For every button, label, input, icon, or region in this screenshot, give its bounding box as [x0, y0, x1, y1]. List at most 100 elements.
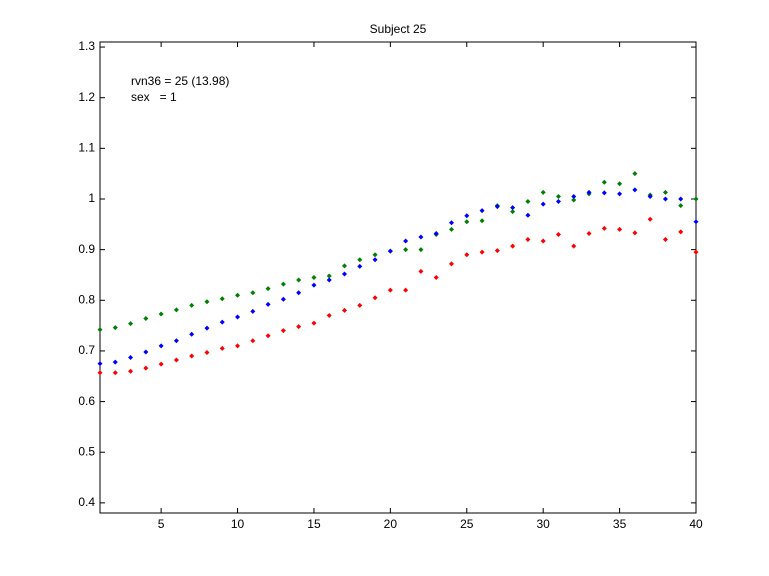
data-point	[342, 271, 348, 277]
data-point	[403, 247, 409, 253]
data-point	[601, 179, 607, 185]
y-tick-label: 0.6	[78, 394, 95, 408]
data-point	[296, 290, 302, 296]
y-tick-label: 1	[88, 191, 95, 205]
x-tick-label: 15	[307, 517, 321, 531]
data-point	[311, 282, 317, 288]
data-point	[326, 312, 332, 318]
data-point	[173, 357, 179, 363]
data-point	[632, 171, 638, 177]
data-point	[571, 197, 577, 203]
chart-title: Subject 25	[370, 22, 427, 36]
data-point	[280, 296, 286, 302]
data-point	[143, 316, 149, 322]
data-point	[250, 308, 256, 314]
y-tick-label: 0.8	[78, 292, 95, 306]
data-point	[494, 204, 500, 210]
data-point	[97, 370, 103, 376]
data-point	[219, 319, 225, 325]
data-point	[173, 307, 179, 313]
data-point	[235, 292, 241, 298]
data-point	[311, 320, 317, 326]
data-point	[204, 299, 210, 305]
data-point	[494, 248, 500, 254]
data-point	[555, 199, 561, 205]
data-point	[265, 301, 271, 307]
data-point	[617, 226, 623, 232]
data-point	[464, 213, 470, 219]
data-point	[250, 290, 256, 296]
data-point	[387, 248, 393, 254]
data-point	[128, 355, 134, 361]
y-tick-label: 1.3	[78, 39, 95, 53]
data-point	[219, 296, 225, 302]
x-tick-label: 25	[460, 517, 474, 531]
data-point	[357, 263, 363, 269]
y-tick-label: 0.7	[78, 343, 95, 357]
x-tick-label: 5	[158, 517, 165, 531]
data-point	[326, 273, 332, 279]
data-point	[326, 277, 332, 283]
data-point	[387, 287, 393, 293]
data-point	[632, 230, 638, 236]
data-point	[510, 209, 516, 215]
data-point	[464, 252, 470, 258]
data-point	[342, 263, 348, 269]
data-point	[448, 226, 454, 232]
data-point	[158, 311, 164, 317]
data-point	[479, 249, 485, 255]
data-point	[693, 196, 699, 202]
data-point	[662, 189, 668, 195]
data-point	[617, 191, 623, 197]
data-point	[311, 275, 317, 280]
x-tick-label: 20	[384, 517, 398, 531]
data-point	[235, 343, 241, 349]
data-point	[265, 286, 271, 292]
data-point	[342, 307, 348, 313]
data-point	[372, 295, 378, 301]
data-point	[479, 218, 485, 224]
data-point	[525, 199, 531, 205]
data-point	[280, 328, 286, 334]
data-point	[372, 252, 378, 258]
y-tick-label: 0.5	[78, 444, 95, 458]
data-point	[647, 193, 653, 199]
data-point	[189, 353, 195, 359]
data-point	[433, 230, 439, 236]
data-point	[464, 219, 470, 225]
data-point	[555, 193, 561, 199]
data-point	[678, 229, 684, 235]
data-point	[403, 238, 409, 244]
y-tick-label: 0.9	[78, 242, 95, 256]
data-point	[678, 196, 684, 202]
data-point	[97, 327, 103, 333]
data-point	[601, 190, 607, 196]
y-tick-label: 0.4	[78, 495, 95, 509]
annotation: sex = 1	[131, 90, 177, 104]
plot-frame	[99, 41, 697, 514]
data-point	[433, 275, 439, 280]
data-point	[128, 321, 134, 327]
data-point	[204, 349, 210, 355]
x-tick-label: 35	[613, 517, 627, 531]
data-point	[357, 302, 363, 308]
data-point	[418, 247, 424, 253]
data-point	[250, 338, 256, 344]
data-point	[235, 314, 241, 320]
data-point	[510, 243, 516, 249]
data-point	[418, 234, 424, 240]
data-point	[525, 212, 531, 218]
y-tick-label: 1.1	[78, 141, 95, 155]
data-point	[173, 338, 179, 344]
data-point	[555, 231, 561, 237]
data-point	[112, 325, 118, 331]
data-point	[158, 361, 164, 367]
data-point	[678, 203, 684, 209]
data-point	[143, 349, 149, 355]
data-point	[448, 220, 454, 226]
data-point	[540, 189, 546, 195]
data-point	[586, 189, 592, 195]
data-point	[632, 187, 638, 193]
data-point	[128, 368, 134, 374]
